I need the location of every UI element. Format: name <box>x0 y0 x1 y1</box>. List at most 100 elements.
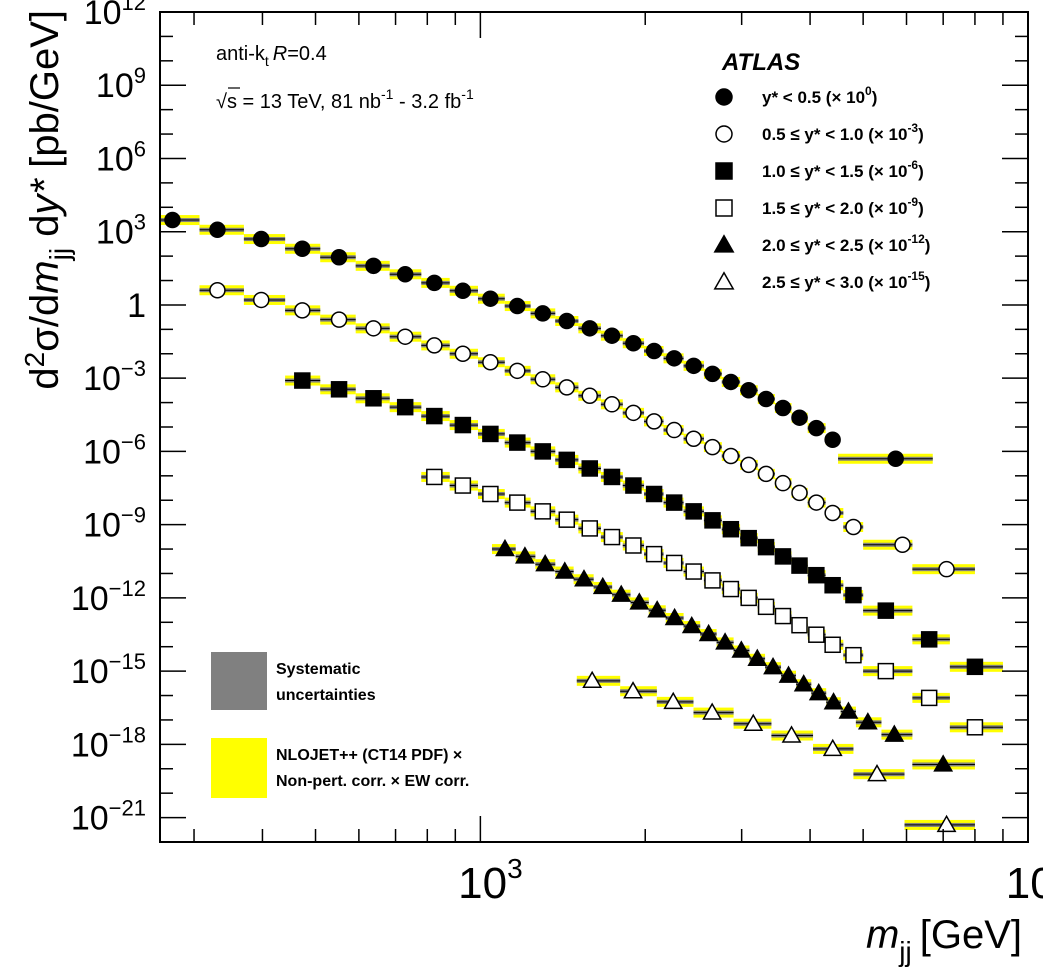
legend-marker <box>713 234 735 253</box>
systematic-swatch <box>211 652 267 710</box>
data-point <box>294 302 311 319</box>
data-point <box>509 434 526 451</box>
data-point <box>933 754 954 772</box>
energy-luminosity-label: √s = 13 TeV, 81 nb-1 - 3.2 fb-1 <box>216 86 474 113</box>
data-point <box>482 425 499 443</box>
data-point <box>791 616 808 634</box>
systematic-label-2: uncertainties <box>276 687 376 704</box>
y-tick-label: 10−18 <box>71 722 146 764</box>
data-point <box>743 713 764 731</box>
data-point <box>791 409 808 426</box>
data-point <box>515 546 535 564</box>
data-point <box>426 337 443 354</box>
data-point <box>747 648 768 667</box>
legend-marker <box>715 199 733 217</box>
data-point <box>704 438 721 456</box>
data-point <box>685 357 702 375</box>
data-point <box>581 387 599 405</box>
data-point <box>426 407 443 425</box>
data-point <box>330 311 348 328</box>
data-point <box>698 623 719 642</box>
data-point <box>365 257 382 275</box>
data-point <box>920 631 938 648</box>
data-point <box>685 503 702 520</box>
data-point <box>664 607 685 626</box>
data-point <box>845 586 862 604</box>
legend-label: y* < 0.5 (× 100) <box>762 84 877 107</box>
data-point <box>645 413 663 430</box>
data-point <box>365 390 382 407</box>
data-point <box>164 211 181 229</box>
data-point <box>757 598 775 616</box>
data-point <box>534 371 552 388</box>
data-point <box>920 689 938 707</box>
data-point <box>808 683 829 701</box>
y-tick-label: 10−15 <box>71 649 146 691</box>
theory-swatch <box>211 738 267 798</box>
data-point <box>582 670 603 689</box>
atlas-label: ATLAS <box>721 49 800 76</box>
data-point <box>845 518 862 536</box>
data-point <box>867 764 887 782</box>
data-point <box>704 512 721 529</box>
data-point <box>722 580 740 598</box>
data-point <box>823 692 844 710</box>
data-point <box>581 460 599 477</box>
data-point <box>824 636 841 654</box>
data-point <box>603 468 621 486</box>
data-point <box>740 529 757 547</box>
jet-algorithm-label: anti-kt R=0.4 <box>216 43 327 69</box>
data-point <box>722 520 740 538</box>
data-point <box>665 350 683 367</box>
data-point <box>294 240 311 258</box>
y-tick-label: 10−3 <box>83 356 146 398</box>
data-point <box>534 443 552 460</box>
data-point <box>665 554 683 572</box>
data-point <box>791 484 808 502</box>
data-point <box>808 626 825 643</box>
data-point <box>774 548 792 565</box>
data-point <box>665 494 683 511</box>
data-point <box>625 477 642 494</box>
data-point <box>822 738 843 757</box>
data-point <box>209 281 226 299</box>
data-point <box>645 342 663 360</box>
data-point <box>623 681 643 699</box>
data-point <box>704 572 721 589</box>
legend: y* < 0.5 (× 100) 0.5 ≤ y* < 1.0 (× 10-3) 1… <box>713 84 930 292</box>
legend-marker <box>713 271 735 290</box>
data-point <box>482 290 499 307</box>
data-point <box>426 274 443 292</box>
x-tick-label: 104 <box>1006 853 1043 908</box>
data-point <box>647 600 668 618</box>
data-point <box>704 365 721 383</box>
data-point <box>702 702 723 720</box>
data-point <box>824 504 841 522</box>
data-point <box>938 560 955 578</box>
data-point <box>838 701 859 719</box>
data-point <box>722 447 740 465</box>
data-point <box>558 312 576 330</box>
legend-marker <box>715 162 733 180</box>
data-point <box>781 725 802 743</box>
data-point <box>581 320 599 337</box>
data-point <box>887 450 904 468</box>
data-point <box>558 511 576 528</box>
legend-label: 1.5 ≤ y* < 2.0 (× 10-9) <box>762 195 924 218</box>
data-point <box>625 334 642 352</box>
data-point <box>209 221 226 239</box>
data-point <box>645 485 663 503</box>
legend-marker <box>715 88 733 106</box>
data-point <box>625 404 642 422</box>
data-point <box>877 602 895 619</box>
data-point <box>894 536 911 554</box>
data-point <box>740 456 757 474</box>
data-point <box>884 724 905 742</box>
data-point <box>793 674 814 692</box>
legend-label: 2.5 ≤ y* < 3.0 (× 10-15) <box>762 269 930 292</box>
data-point <box>740 382 757 399</box>
data-point <box>558 379 576 396</box>
y-tick-label: 106 <box>96 136 146 178</box>
data-point <box>253 230 270 248</box>
data-point <box>454 477 472 494</box>
